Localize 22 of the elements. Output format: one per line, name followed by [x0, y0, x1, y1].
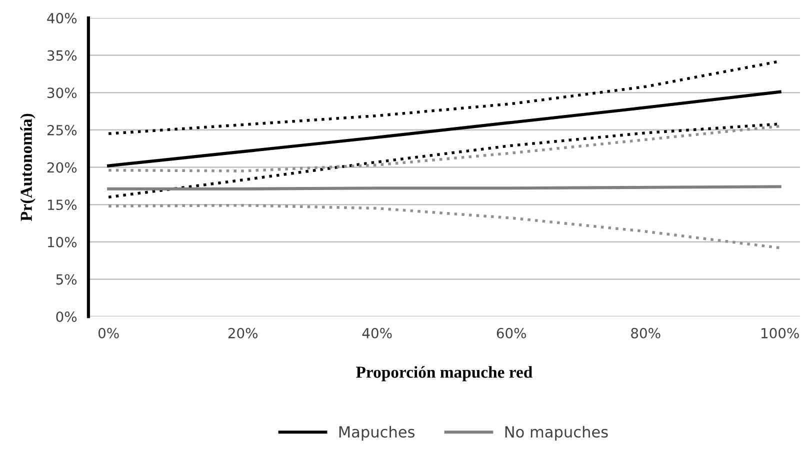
legend-label: No mapuches	[505, 426, 608, 441]
x-tick-label: 100%	[762, 328, 799, 338]
y-tick-label: 30%	[48, 88, 77, 98]
x-tick-label: 40%	[362, 328, 392, 338]
line-series	[107, 204, 782, 250]
y-axis-title: Pr(Autonomía)	[20, 114, 36, 222]
line-series	[107, 124, 782, 172]
y-tick-label: 20%	[47, 162, 77, 173]
legend-label: Mapuches	[339, 426, 415, 441]
y-tick-label: 25%	[47, 124, 77, 136]
y-tick-label: 5%	[56, 274, 77, 285]
x-tick-label: 0%	[98, 328, 119, 338]
y-tick-label: 0%	[56, 312, 77, 322]
x-tick-label: 80%	[631, 328, 660, 338]
x-tick-label: 60%	[496, 328, 526, 338]
y-tick-label: 35%	[48, 50, 77, 61]
y-tick-label: 40%	[47, 12, 77, 24]
x-axis-title: Proporción mapuche red	[356, 366, 532, 382]
x-tick-label: 20%	[228, 328, 258, 338]
y-tick-label: 15%	[48, 200, 77, 210]
line-series	[107, 90, 782, 168]
y-tick-label: 10%	[48, 236, 77, 248]
